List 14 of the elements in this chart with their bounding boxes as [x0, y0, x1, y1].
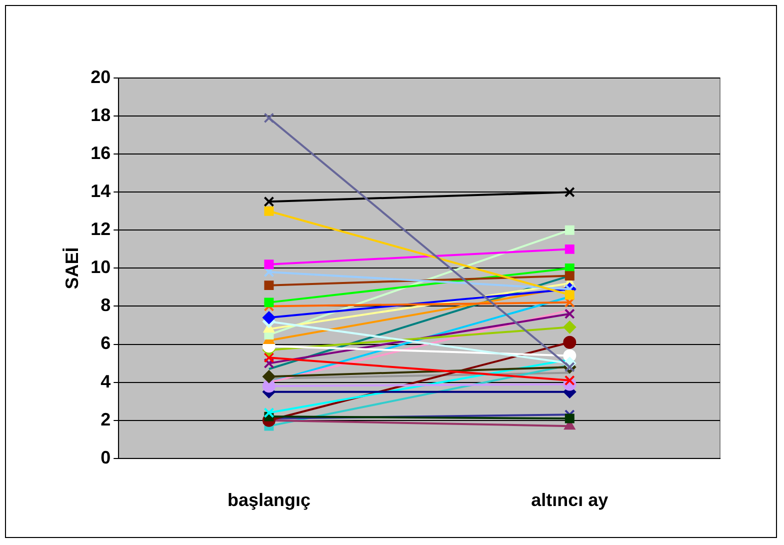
y-tick-label: 2	[100, 409, 111, 430]
y-tick-label: 10	[90, 257, 111, 278]
y-tick-label: 16	[90, 143, 111, 164]
x-tick-label: altıncı ay	[531, 490, 608, 510]
y-tick-label: 6	[100, 333, 111, 354]
y-tick-label: 8	[100, 295, 111, 316]
y-tick-label: 14	[90, 181, 111, 202]
y-tick-label: 0	[100, 447, 111, 468]
y-tick-label: 18	[90, 105, 111, 126]
y-tick-label: 12	[90, 219, 111, 240]
y-axis-title: SAEİ	[62, 247, 82, 290]
x-tick-label: başlangıç	[227, 490, 310, 510]
y-tick-label: 4	[100, 371, 111, 392]
y-tick-label: 20	[90, 66, 111, 87]
